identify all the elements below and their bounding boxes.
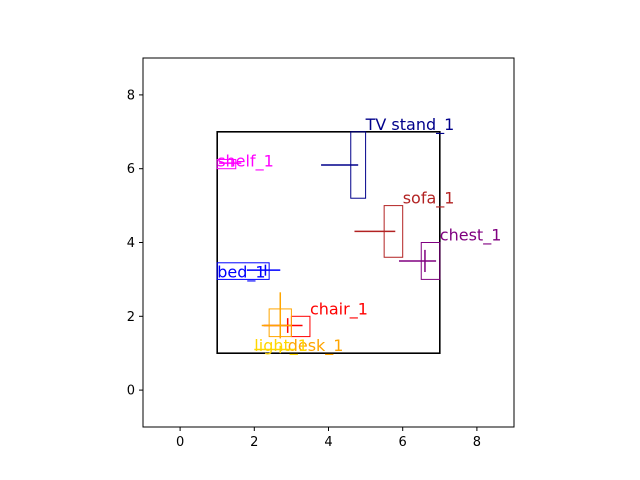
furniture-object: chest_1 xyxy=(398,226,502,280)
x-tick-label: 8 xyxy=(473,435,481,450)
object-label: shelf_1 xyxy=(217,152,274,172)
y-tick-label: 4 xyxy=(127,236,135,251)
furniture-object: chair_1 xyxy=(263,299,368,338)
object-footprint xyxy=(216,262,270,280)
x-tick-label: 0 xyxy=(176,435,184,450)
y-tick-label: 2 xyxy=(127,310,135,325)
object-label: sofa_1 xyxy=(403,189,455,209)
furniture-objects: TV stand_1 shelf_1 sofa_1 chest_1 bed_1chair… xyxy=(216,115,502,356)
object-label: chair_1 xyxy=(310,299,368,319)
object-footprint xyxy=(216,158,237,170)
x-tick-label: 4 xyxy=(324,435,332,450)
furniture-object: shelf_1 xyxy=(216,152,274,172)
furniture-object: bed_1 xyxy=(216,262,281,282)
y-tick-label: 6 xyxy=(127,162,135,177)
object-label: chest_1 xyxy=(440,226,502,246)
x-tick-label: 6 xyxy=(399,435,407,450)
object-footprint xyxy=(290,315,311,338)
y-tick-label: 8 xyxy=(127,88,135,103)
object-label: bed_1 xyxy=(217,262,265,282)
furniture-object: sofa_1 xyxy=(354,189,454,258)
x-tick-label: 2 xyxy=(250,435,258,450)
furniture-object: light_1 xyxy=(254,336,308,356)
furniture-object: TV stand_1 xyxy=(321,115,455,199)
y-axis-ticks: 0 2 4 6 8 xyxy=(127,88,143,399)
object-label: TV stand_1 xyxy=(365,115,455,135)
furniture-object: desk_1 xyxy=(261,292,344,356)
object-label: desk_1 xyxy=(288,336,344,356)
object-label: light_1 xyxy=(254,336,308,356)
y-tick-label: 0 xyxy=(127,384,135,399)
x-axis-ticks: 0 2 4 6 8 xyxy=(176,427,481,450)
